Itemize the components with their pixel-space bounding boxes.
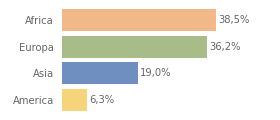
Bar	[62, 89, 87, 111]
Bar	[62, 62, 138, 84]
Bar	[62, 36, 207, 58]
Text: 6,3%: 6,3%	[89, 95, 115, 105]
Text: 19,0%: 19,0%	[140, 68, 172, 78]
Text: 38,5%: 38,5%	[219, 15, 250, 25]
Bar	[62, 9, 216, 31]
Text: 36,2%: 36,2%	[209, 42, 241, 52]
